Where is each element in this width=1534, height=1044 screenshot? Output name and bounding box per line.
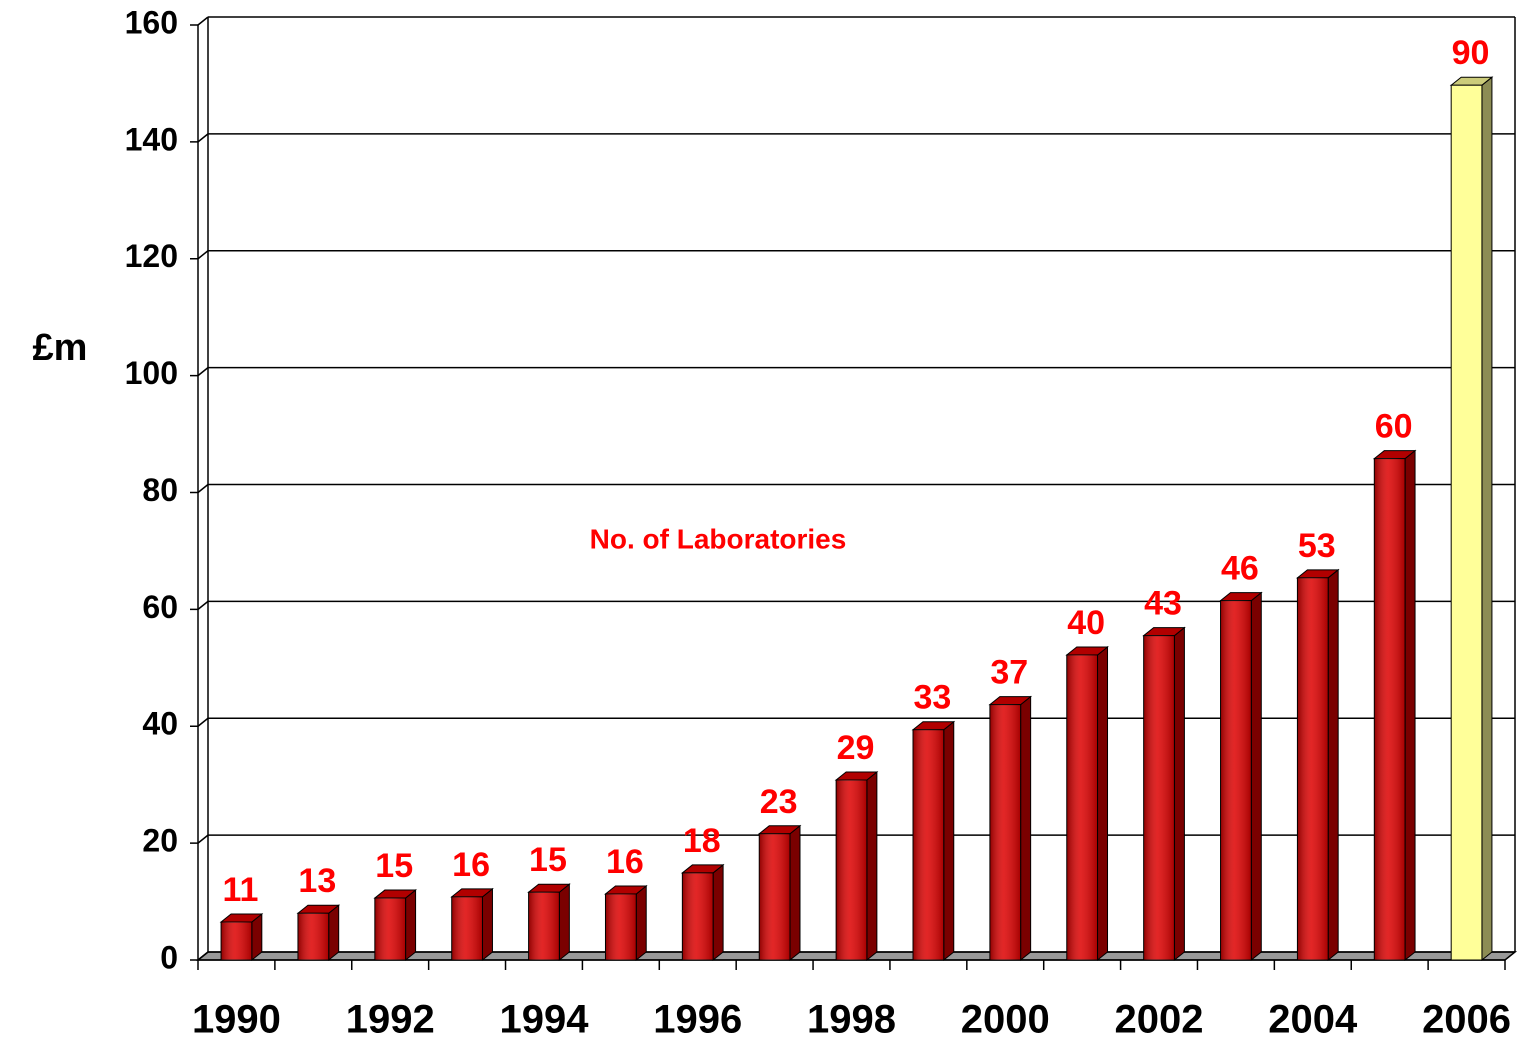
bar-shading bbox=[1374, 458, 1406, 960]
annotation: No. of Laboratories bbox=[590, 523, 847, 554]
bar-shading bbox=[682, 872, 714, 960]
bar-shading bbox=[374, 898, 406, 960]
bar-side bbox=[789, 824, 801, 962]
bar-side bbox=[943, 720, 955, 962]
wall-diagonal bbox=[197, 951, 209, 961]
bar-side bbox=[712, 863, 724, 962]
wall-diagonal bbox=[197, 250, 209, 260]
bar-side bbox=[1020, 695, 1032, 962]
wall-diagonal bbox=[197, 600, 209, 610]
bar-side bbox=[1327, 568, 1339, 962]
x-tick-label: 2006 bbox=[1422, 998, 1511, 1042]
bar-shading bbox=[451, 896, 483, 960]
bar-side bbox=[1250, 591, 1262, 962]
bar bbox=[1450, 84, 1483, 961]
bar-shading bbox=[1297, 577, 1329, 960]
data-label: 29 bbox=[837, 729, 875, 767]
bar-shading bbox=[297, 913, 329, 960]
y-tick-label: 120 bbox=[125, 238, 178, 274]
data-label: 40 bbox=[1067, 604, 1105, 642]
data-label: 46 bbox=[1221, 550, 1259, 588]
x-tick-label: 2000 bbox=[961, 998, 1050, 1042]
bar-shading bbox=[528, 892, 560, 960]
x-tick-label: 2004 bbox=[1268, 998, 1358, 1042]
bar-side bbox=[1173, 626, 1185, 962]
wall-diagonal bbox=[197, 483, 209, 494]
bar-shading bbox=[1066, 654, 1098, 960]
data-label: 13 bbox=[298, 862, 336, 900]
y-tick-label: 0 bbox=[160, 939, 178, 975]
x-tick-label: 2002 bbox=[1115, 998, 1204, 1042]
bar-side bbox=[481, 887, 493, 962]
data-label: 15 bbox=[529, 841, 567, 879]
bar-shading bbox=[759, 833, 790, 960]
y-tick-label: 60 bbox=[142, 589, 178, 625]
bar-side bbox=[635, 884, 647, 962]
data-label: 37 bbox=[990, 654, 1028, 692]
data-label: 16 bbox=[606, 843, 644, 881]
data-label: 11 bbox=[222, 871, 258, 909]
bar-side bbox=[1097, 645, 1109, 962]
data-label: 23 bbox=[760, 783, 798, 821]
bar-shading bbox=[1220, 600, 1252, 960]
y-tick-label: 100 bbox=[125, 355, 178, 391]
wall-diagonal bbox=[197, 16, 209, 26]
y-axis-label: £m bbox=[33, 327, 88, 369]
wall-diagonal bbox=[197, 133, 209, 143]
bar-side bbox=[558, 883, 570, 962]
data-label: 90 bbox=[1452, 34, 1490, 72]
y-tick-label: 20 bbox=[142, 823, 178, 859]
x-tick-label: 1992 bbox=[346, 998, 435, 1042]
bar-shading bbox=[989, 704, 1021, 960]
data-label: 33 bbox=[913, 679, 951, 717]
bar-shading bbox=[605, 893, 637, 960]
y-tick-label: 40 bbox=[142, 706, 178, 742]
wall-diagonal bbox=[197, 834, 209, 844]
y-tick-label: 140 bbox=[125, 121, 178, 157]
y-tick-label: 160 bbox=[125, 4, 178, 40]
bar-side bbox=[866, 770, 878, 962]
bar-shading bbox=[1143, 635, 1175, 960]
data-label: 18 bbox=[683, 822, 721, 860]
bar-side bbox=[328, 904, 340, 962]
bar-side bbox=[405, 889, 417, 962]
x-tick-label: 1994 bbox=[499, 998, 589, 1042]
data-label: 53 bbox=[1298, 527, 1336, 565]
bar-side bbox=[1404, 449, 1416, 962]
bar-shading bbox=[913, 729, 944, 960]
bar-shading bbox=[221, 922, 252, 960]
y-tick-label: 80 bbox=[142, 472, 178, 508]
data-label: 60 bbox=[1375, 408, 1413, 446]
x-tick-label: 1996 bbox=[653, 998, 742, 1042]
data-label: 43 bbox=[1144, 585, 1182, 623]
x-tick-label: 1990 bbox=[192, 998, 281, 1042]
bar-side bbox=[1481, 76, 1493, 962]
x-tick-label: 1998 bbox=[807, 998, 896, 1042]
data-label: 15 bbox=[375, 847, 413, 885]
data-label: 16 bbox=[452, 846, 490, 884]
bar-shading bbox=[836, 780, 867, 960]
wall-diagonal bbox=[197, 717, 209, 727]
wall-diagonal bbox=[197, 367, 209, 377]
